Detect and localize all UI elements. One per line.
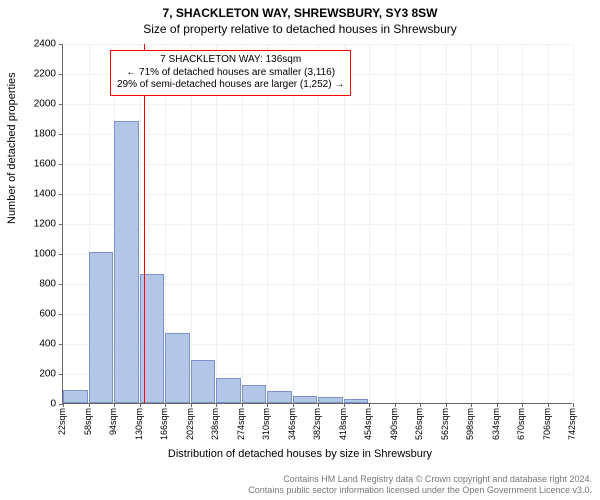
x-axis-label: Distribution of detached houses by size … (0, 448, 600, 460)
xtick-label: 166sqm (164, 376, 174, 408)
xtick-label: 562sqm (445, 376, 455, 408)
footer-line-1: Contains HM Land Registry data © Crown c… (248, 474, 592, 485)
annotation-box: 7 SHACKLETON WAY: 136sqm ← 71% of detach… (110, 50, 351, 96)
grid-v (191, 44, 192, 403)
xtick-label: 202sqm (190, 376, 200, 408)
ytick-mark (59, 314, 63, 315)
grid-v (420, 44, 421, 403)
ytick-label: 1200 (0, 219, 56, 230)
xtick-label: 382sqm (317, 376, 327, 408)
xtick-label: 490sqm (394, 376, 404, 408)
reference-line (144, 44, 145, 403)
grid-v (267, 44, 268, 403)
grid-v (216, 44, 217, 403)
xtick-label: 742sqm (572, 376, 582, 408)
xtick-label: 130sqm (139, 376, 149, 408)
annotation-line-3: 29% of semi-detached houses are larger (… (117, 79, 344, 92)
grid-v (471, 44, 472, 403)
grid-v (548, 44, 549, 403)
ytick-label: 1800 (0, 129, 56, 140)
ytick-mark (59, 344, 63, 345)
xtick-label: 670sqm (521, 376, 531, 408)
ytick-mark (59, 104, 63, 105)
plot-wrap: 7 SHACKLETON WAY: 136sqm ← 71% of detach… (62, 44, 572, 404)
ytick-label: 400 (0, 339, 56, 350)
ytick-mark (59, 164, 63, 165)
xtick-label: 22sqm (62, 381, 72, 408)
grid-v (573, 44, 574, 403)
xtick-label: 310sqm (266, 376, 276, 408)
ytick-label: 0 (0, 399, 56, 410)
footer-line-2: Contains public sector information licen… (248, 485, 592, 496)
ytick-label: 800 (0, 279, 56, 290)
xtick-label: 706sqm (547, 376, 557, 408)
grid-v (293, 44, 294, 403)
y-axis-label: Number of detached properties (6, 72, 18, 224)
xtick-label: 634sqm (496, 376, 506, 408)
page-subtitle: Size of property relative to detached ho… (0, 20, 600, 36)
grid-v (369, 44, 370, 403)
ytick-label: 1600 (0, 159, 56, 170)
xtick-label: 526sqm (419, 376, 429, 408)
chart-container: 7, SHACKLETON WAY, SHREWSBURY, SY3 8SW S… (0, 0, 600, 500)
ytick-mark (59, 284, 63, 285)
xtick-label: 346sqm (292, 376, 302, 408)
histogram-bar (114, 121, 139, 403)
ytick-label: 2000 (0, 99, 56, 110)
grid-v (242, 44, 243, 403)
xtick-label: 274sqm (241, 376, 251, 408)
ytick-label: 200 (0, 369, 56, 380)
ytick-mark (59, 134, 63, 135)
ytick-label: 600 (0, 309, 56, 320)
xtick-label: 58sqm (88, 381, 98, 408)
ytick-label: 1000 (0, 249, 56, 260)
ytick-label: 2400 (0, 39, 56, 50)
xtick-label: 238sqm (215, 376, 225, 408)
grid-v (344, 44, 345, 403)
ytick-mark (59, 74, 63, 75)
ytick-mark (59, 44, 63, 45)
page-title: 7, SHACKLETON WAY, SHREWSBURY, SY3 8SW (0, 0, 600, 20)
annotation-line-2: ← 71% of detached houses are smaller (3,… (117, 67, 344, 80)
ytick-mark (59, 254, 63, 255)
xtick-label: 94sqm (113, 381, 123, 408)
grid-v (446, 44, 447, 403)
plot-area (62, 44, 572, 404)
ytick-label: 2200 (0, 69, 56, 80)
grid-v (497, 44, 498, 403)
ytick-mark (59, 224, 63, 225)
grid-v (318, 44, 319, 403)
ytick-mark (59, 194, 63, 195)
xtick-label: 418sqm (343, 376, 353, 408)
xtick-label: 598sqm (470, 376, 480, 408)
xtick-label: 454sqm (368, 376, 378, 408)
ytick-label: 1400 (0, 189, 56, 200)
grid-v (395, 44, 396, 403)
footer-attribution: Contains HM Land Registry data © Crown c… (248, 474, 592, 496)
grid-v (522, 44, 523, 403)
annotation-line-1: 7 SHACKLETON WAY: 136sqm (117, 54, 344, 67)
ytick-mark (59, 374, 63, 375)
